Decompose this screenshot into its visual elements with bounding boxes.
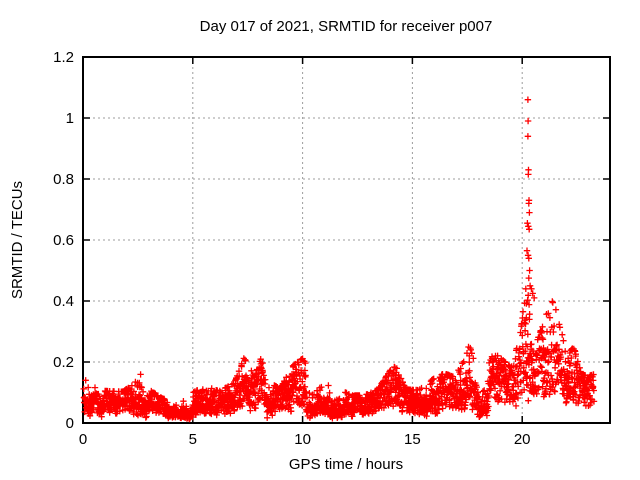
tick-marks-path	[82, 56, 610, 424]
grid-path	[83, 57, 610, 423]
x-tick-label: 5	[189, 431, 197, 448]
y-tick-label: 0.6	[53, 232, 74, 249]
x-axis-label: GPS time / hours	[289, 456, 403, 473]
y-tick-label: 0	[66, 415, 74, 432]
y-axis-label: SRMTID / TECUs	[9, 181, 26, 299]
x-tick-label: 20	[514, 431, 531, 448]
chart-title: Day 017 of 2021, SRMTID for receiver p00…	[200, 18, 493, 35]
x-tick-label: 0	[79, 431, 87, 448]
axis-ticks	[82, 56, 610, 424]
data-points	[80, 96, 598, 423]
plot-border	[82, 56, 611, 424]
y-tick-label: 0.2	[53, 354, 74, 371]
axis-tick-labels: 0 5 10 15 20 0 0.2 0.4 0.6 0.8 1 1.2	[53, 49, 530, 448]
y-tick-label: 0.8	[53, 171, 74, 188]
srmtid-series-markers	[80, 96, 598, 423]
y-tick-label: 0.4	[53, 293, 74, 310]
grid-lines	[83, 57, 610, 423]
x-tick-label: 15	[404, 431, 421, 448]
y-tick-label: 1	[66, 110, 74, 127]
x-tick-label: 10	[294, 431, 311, 448]
y-tick-label: 1.2	[53, 49, 74, 66]
